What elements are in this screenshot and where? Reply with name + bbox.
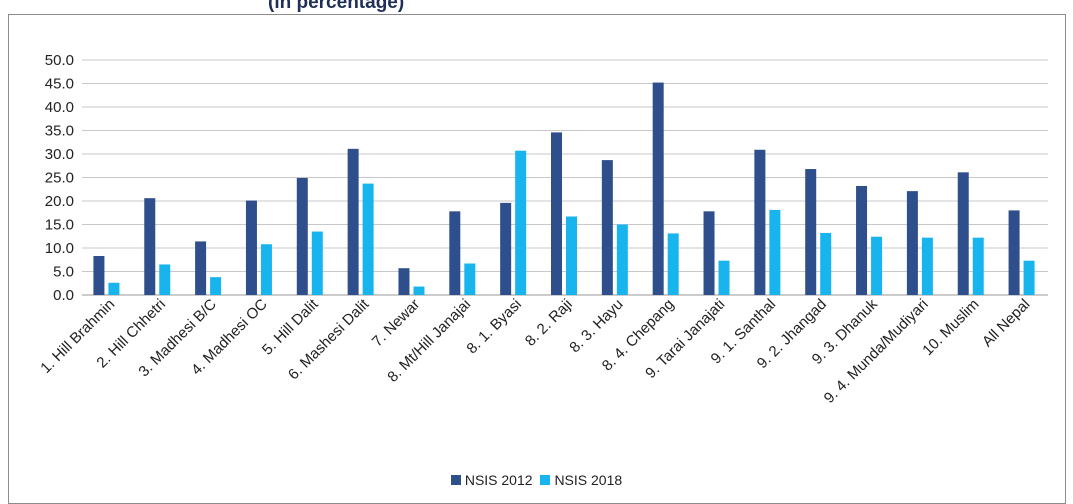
legend-item-2018: NSIS 2018 <box>540 472 622 488</box>
bar-2018 <box>1023 260 1035 295</box>
bar-2018 <box>210 277 222 295</box>
y-tick-label: 15.0 <box>45 217 74 234</box>
bar-2018 <box>616 224 628 295</box>
bar-2018 <box>464 263 476 295</box>
bar-2012 <box>347 148 359 295</box>
bar-2018 <box>311 231 323 295</box>
bar-2018 <box>820 232 832 295</box>
bar-2018 <box>921 237 933 295</box>
legend-item-2012: NSIS 2012 <box>450 472 533 488</box>
bar-2018 <box>769 209 781 295</box>
y-tick-label: 25.0 <box>45 170 74 187</box>
bar-2018 <box>260 244 272 295</box>
bar-2018 <box>718 260 730 295</box>
bar-2012 <box>1008 210 1020 295</box>
bar-2018 <box>566 216 577 295</box>
bar-2012 <box>856 185 868 295</box>
y-tick-label: 0.0 <box>53 287 74 304</box>
legend: NSIS 2012 NSIS 2018 <box>0 472 1073 488</box>
y-tick-label: 45.0 <box>45 76 74 93</box>
bar-2012 <box>398 268 410 295</box>
bar-2012 <box>703 211 715 295</box>
bar-2012 <box>93 255 105 295</box>
legend-label-2018: NSIS 2018 <box>554 472 623 488</box>
y-tick-label: 20.0 <box>45 193 74 210</box>
bar-2012 <box>601 160 613 295</box>
x-tick-label: All Nepal <box>979 296 1033 350</box>
bar-2012 <box>805 169 817 295</box>
bar-2012 <box>652 82 664 295</box>
y-tick-label: 40.0 <box>45 99 74 116</box>
y-tick-label: 10.0 <box>45 240 74 257</box>
bar-2012 <box>245 200 257 295</box>
bar-2012 <box>754 149 766 295</box>
bar-2018 <box>667 233 679 295</box>
bar-2018 <box>108 282 120 295</box>
y-tick-label: 30.0 <box>45 146 74 163</box>
bar-2018 <box>159 264 171 295</box>
bar-2012 <box>906 191 918 295</box>
legend-swatch-2018 <box>540 475 551 485</box>
y-tick-label: 5.0 <box>53 264 74 281</box>
bar-2018 <box>871 236 883 295</box>
chart-frame <box>8 14 1066 504</box>
bar-2012 <box>500 202 512 295</box>
chart-title-fragment: (in percentage) <box>268 0 405 13</box>
y-tick-label: 50.0 <box>45 52 74 69</box>
bar-2012 <box>296 177 308 295</box>
x-tick-label: 8. 1. Byasi <box>463 296 525 358</box>
bar-chart: 0.0 5.0 10.0 15.0 20.0 25.0 30.0 35.0 40.0 45.0 50… <box>37 52 1048 407</box>
legend-swatch-2012 <box>450 475 461 485</box>
bar-2012 <box>195 241 207 295</box>
bar-2018 <box>972 237 984 295</box>
bar-2012 <box>957 172 969 295</box>
legend-label-2012: NSIS 2012 <box>464 472 533 488</box>
bar-2012 <box>449 211 461 295</box>
y-tick-label: 35.0 <box>45 123 74 140</box>
bar-2018 <box>413 286 425 295</box>
bar-2018 <box>362 183 374 295</box>
bar-2012 <box>551 132 562 295</box>
bar-2018 <box>515 150 527 295</box>
bar-2012 <box>144 198 156 295</box>
